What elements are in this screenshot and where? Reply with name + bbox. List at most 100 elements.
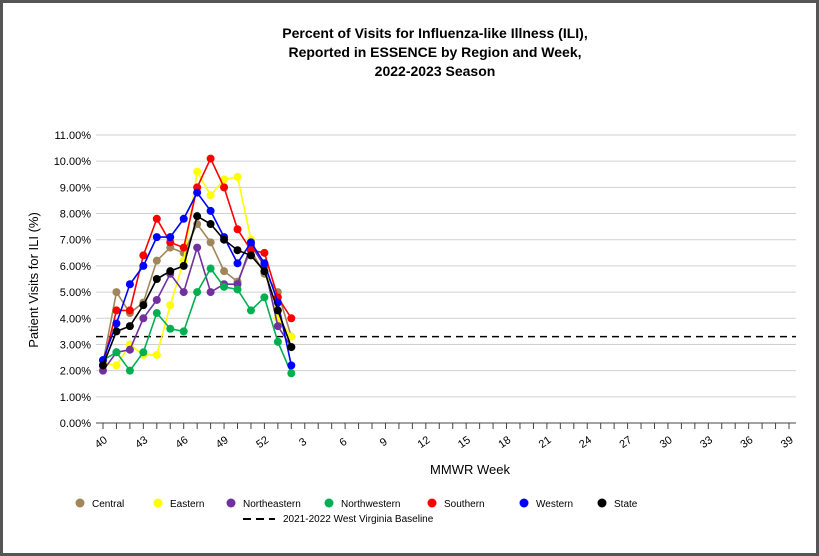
chart-title-line-2: Reported in ESSENCE by Region and Week, — [288, 44, 581, 60]
y-tick-label: 10.00% — [54, 156, 92, 168]
data-point — [206, 264, 215, 273]
data-point — [246, 238, 255, 247]
legend-marker — [153, 498, 163, 508]
data-point — [233, 285, 242, 294]
x-tick-label: 12 — [416, 434, 433, 451]
x-tick-label: 52 — [254, 434, 271, 451]
legend-marker — [519, 498, 529, 508]
data-point — [233, 225, 242, 234]
data-point — [193, 212, 202, 221]
y-tick-label: 8.00% — [60, 209, 91, 221]
legend-marker — [75, 498, 85, 508]
x-tick-label: 6 — [337, 436, 349, 449]
data-point — [166, 267, 175, 276]
legend: Central Eastern Northeastern Northwestern So… — [75, 498, 638, 525]
data-point — [206, 238, 215, 247]
data-point — [125, 366, 134, 375]
data-point — [166, 301, 175, 310]
data-point — [287, 369, 296, 378]
data-point — [139, 261, 148, 270]
data-point — [260, 248, 269, 257]
data-point — [206, 206, 215, 215]
legend-marker — [427, 498, 437, 508]
data-point — [112, 319, 121, 328]
data-point — [246, 306, 255, 315]
y-tick-label: 0.00% — [60, 418, 91, 430]
y-axis-tick-labels: 0.00% 1.00% 2.00% 3.00% 4.00% 5.00% 6.00% 7.00%… — [54, 130, 92, 430]
series-state — [99, 212, 296, 370]
data-point — [179, 327, 188, 336]
data-point — [246, 251, 255, 260]
data-point — [273, 337, 282, 346]
data-point — [287, 332, 296, 341]
data-point — [260, 267, 269, 276]
data-point — [220, 183, 229, 192]
legend-label: Southern — [444, 499, 485, 510]
x-tick-label: 3 — [297, 436, 309, 449]
y-tick-label: 6.00% — [60, 261, 91, 273]
legend-baseline-label: 2021-2022 West Virginia Baseline — [283, 514, 434, 525]
data-point — [193, 188, 202, 197]
data-point — [193, 288, 202, 297]
legend-label: Northwestern — [341, 499, 400, 510]
data-point — [179, 288, 188, 297]
data-point — [152, 350, 161, 359]
data-point — [287, 361, 296, 370]
x-tick-label: 30 — [658, 434, 675, 451]
legend-marker — [226, 498, 236, 508]
legend-label: State — [614, 499, 638, 510]
data-point — [206, 154, 215, 163]
legend-label: Northeastern — [243, 499, 301, 510]
x-tick-label: 46 — [174, 434, 191, 451]
data-point — [112, 361, 121, 370]
data-point — [166, 324, 175, 333]
data-point — [152, 295, 161, 304]
data-point — [152, 275, 161, 283]
data-point — [139, 251, 148, 260]
legend-marker — [597, 498, 607, 508]
data-point — [273, 322, 282, 331]
x-tick-label: 49 — [214, 434, 231, 451]
data-point — [152, 233, 161, 242]
data-point — [206, 191, 215, 200]
y-tick-label: 2.00% — [60, 366, 91, 378]
y-tick-label: 4.00% — [60, 313, 91, 325]
data-point — [112, 306, 121, 315]
data-point — [99, 361, 107, 370]
data-point — [112, 288, 121, 297]
data-point — [179, 243, 188, 252]
data-point — [206, 288, 215, 297]
data-point — [139, 348, 148, 357]
data-point — [220, 267, 229, 276]
y-tick-label: 3.00% — [60, 339, 91, 351]
x-tick-label: 36 — [738, 434, 755, 451]
data-point — [233, 172, 242, 181]
x-tick-label: 18 — [496, 434, 513, 451]
x-tick-label: 24 — [577, 434, 594, 451]
y-tick-label: 5.00% — [60, 287, 91, 299]
data-point — [220, 235, 229, 244]
data-point — [152, 256, 161, 265]
data-point — [152, 309, 161, 318]
data-point — [112, 327, 121, 336]
data-point — [125, 322, 134, 331]
data-point — [179, 214, 188, 223]
data-point — [125, 345, 134, 354]
data-point — [139, 314, 148, 323]
x-tick-label: 39 — [779, 434, 796, 451]
data-point — [233, 259, 242, 268]
data-point — [260, 259, 269, 268]
data-point — [287, 314, 296, 323]
x-tick-label: 15 — [456, 434, 473, 451]
x-tick-label: 40 — [93, 434, 110, 451]
legend-label: Western — [536, 499, 573, 510]
data-point — [179, 261, 188, 270]
x-axis-ticks: 40 43 46 49 52 3 6 9 12 15 18 21 24 27 30 33 36 39 — [93, 423, 796, 451]
y-tick-label: 11.00% — [55, 130, 92, 142]
x-tick-label: 9 — [378, 436, 390, 449]
data-point — [193, 167, 202, 176]
y-axis-title: Patient Visits for ILI (%) — [26, 212, 41, 348]
x-tick-label: 21 — [537, 434, 554, 451]
